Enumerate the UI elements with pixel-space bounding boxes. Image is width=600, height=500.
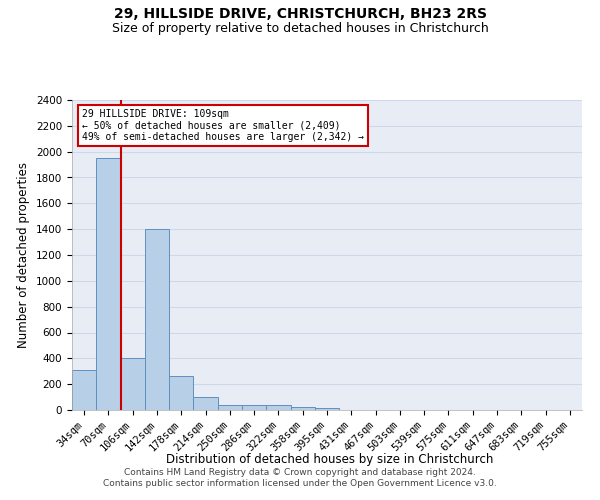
Bar (96, 158, 121, 410)
Bar (266, 406, 290, 410)
Text: Contains HM Land Registry data © Crown copyright and database right 2024.
Contai: Contains HM Land Registry data © Crown c… (103, 468, 497, 487)
Bar (315, 408, 339, 410)
Bar (290, 408, 315, 410)
Text: 29, HILLSIDE DRIVE, CHRISTCHURCH, BH23 2RS: 29, HILLSIDE DRIVE, CHRISTCHURCH, BH23 2… (113, 8, 487, 22)
Bar (193, 397, 218, 410)
Text: Distribution of detached houses by size in Christchurch: Distribution of detached houses by size … (166, 452, 494, 466)
Bar (218, 404, 242, 410)
Text: 29 HILLSIDE DRIVE: 109sqm
← 50% of detached houses are smaller (2,409)
49% of se: 29 HILLSIDE DRIVE: 109sqm ← 50% of detac… (82, 110, 364, 142)
Bar (242, 406, 266, 410)
Bar (121, 358, 145, 410)
Bar (145, 229, 169, 410)
Y-axis label: Number of detached properties: Number of detached properties (17, 162, 31, 348)
Text: Size of property relative to detached houses in Christchurch: Size of property relative to detached ho… (112, 22, 488, 35)
Bar (169, 376, 193, 410)
Bar (72, 370, 96, 410)
